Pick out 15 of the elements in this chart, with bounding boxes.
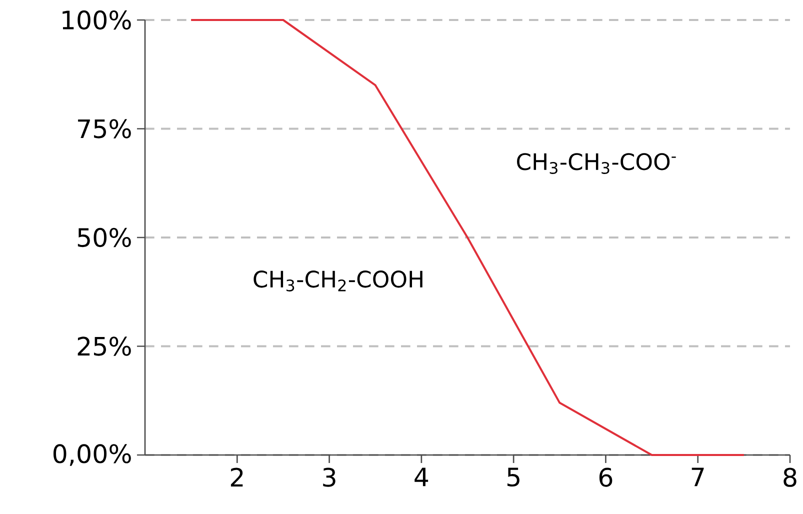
y-tick-label: 50%: [78, 228, 131, 248]
y-tick-label: 100%: [62, 10, 131, 30]
line-series: [190, 18, 745, 456]
x-tick-label: 4: [414, 468, 428, 486]
x-tick-label: 8: [784, 468, 796, 487]
y-tick-label: 75%: [78, 119, 131, 138]
x-tick-label: 3: [323, 468, 336, 487]
y-tick-label: 0,00%: [53, 444, 131, 466]
annotation: CH$_{3}$-CH$_{2}$-COOH: [254, 270, 422, 292]
annotation: CH$_{3}$-CH$_{3}$-COO$^{-}$: [517, 153, 676, 174]
x-tick-label: 5: [507, 468, 520, 487]
x-tick-label: 7: [692, 468, 704, 486]
x-tick-label: 6: [599, 468, 612, 487]
x-tick-label: 2: [230, 468, 243, 487]
y-tick-label: 25%: [78, 336, 131, 356]
